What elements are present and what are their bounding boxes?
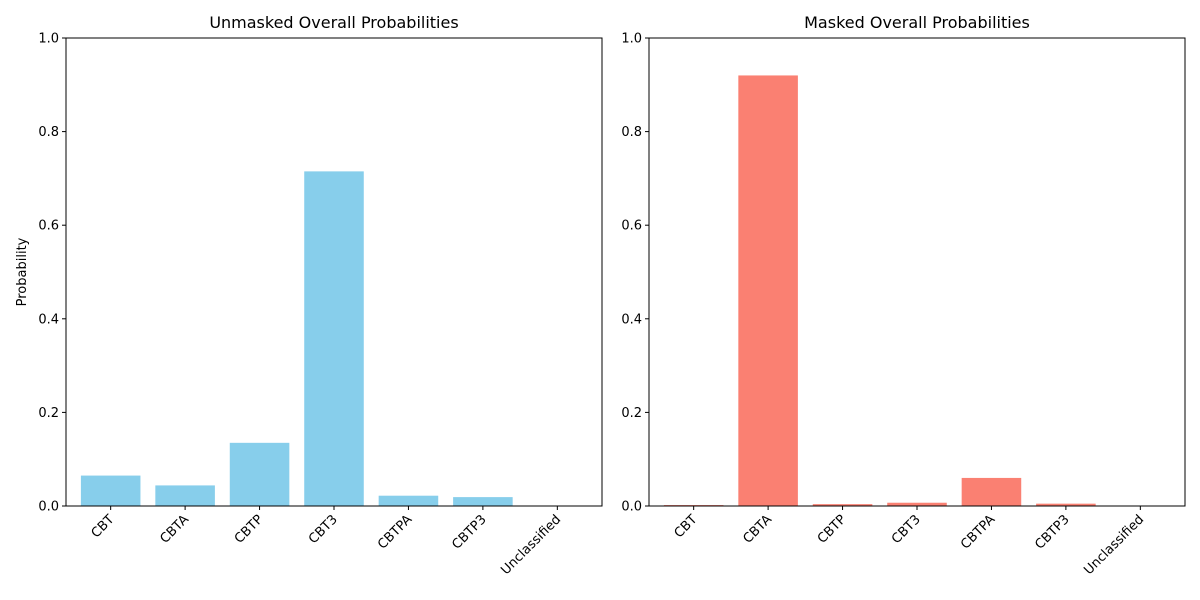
bar-cbta bbox=[738, 75, 798, 506]
x-tick-label: Unclassified bbox=[498, 512, 564, 578]
x-tick-label: CBTPA bbox=[375, 512, 415, 552]
x-tick-label: CBT bbox=[89, 512, 118, 541]
bar-cbt bbox=[80, 475, 141, 506]
y-tick-label: 0.2 bbox=[38, 406, 59, 421]
x-tick-label: CBTP3 bbox=[1032, 512, 1072, 552]
y-tick-label: 0.2 bbox=[621, 406, 642, 421]
y-tick-label: 1.0 bbox=[38, 32, 59, 47]
x-tick-label: CBTPA bbox=[958, 512, 998, 552]
bar-cbtpa bbox=[961, 477, 1022, 506]
chart-title: Unmasked Overall Probabilities bbox=[209, 13, 458, 32]
y-tick-label: 1.0 bbox=[621, 32, 642, 47]
x-tick-label: CBT3 bbox=[306, 512, 341, 547]
x-tick-label: CBTP bbox=[232, 512, 267, 547]
chart-unmasked: Unmasked Overall Probabilities Probabilit… bbox=[15, 13, 603, 578]
x-tick-label: Unclassified bbox=[1081, 512, 1147, 578]
y-tick-label: 0.0 bbox=[621, 500, 642, 515]
x-tick-label: CBTA bbox=[740, 512, 775, 547]
bar-cbtp bbox=[812, 504, 873, 506]
y-tick-label: 0.4 bbox=[621, 312, 642, 327]
x-tick-label: CBT3 bbox=[889, 512, 924, 547]
x-tick-label: CBTP bbox=[815, 512, 850, 547]
x-tick-label: CBTA bbox=[157, 512, 192, 547]
bar-cbtpa bbox=[378, 495, 439, 506]
bar-cbtp bbox=[229, 442, 290, 506]
axes-frame bbox=[648, 37, 1186, 507]
y-tick-label: 0.8 bbox=[38, 125, 59, 140]
bar-cbtp3 bbox=[1036, 503, 1096, 506]
bar-cbt3 bbox=[304, 171, 364, 506]
y-tick-label: 0.6 bbox=[38, 219, 59, 234]
bar-cbtp3 bbox=[453, 497, 513, 506]
x-tick-label: CBTP3 bbox=[449, 512, 489, 552]
bar-cbta bbox=[155, 485, 215, 506]
y-tick-label: 0.4 bbox=[38, 312, 59, 327]
chart-masked: Masked Overall Probabilities 0.0 0.2 0.4 0.6… bbox=[621, 13, 1186, 578]
x-tick-label: CBT bbox=[672, 512, 701, 541]
y-tick-label: 0.0 bbox=[38, 500, 59, 515]
y-axis-label: Probability bbox=[15, 237, 30, 306]
bar-cbt3 bbox=[887, 502, 947, 506]
y-tick-label: 0.8 bbox=[621, 125, 642, 140]
chart-title: Masked Overall Probabilities bbox=[804, 13, 1030, 32]
y-tick-label: 0.6 bbox=[621, 219, 642, 234]
